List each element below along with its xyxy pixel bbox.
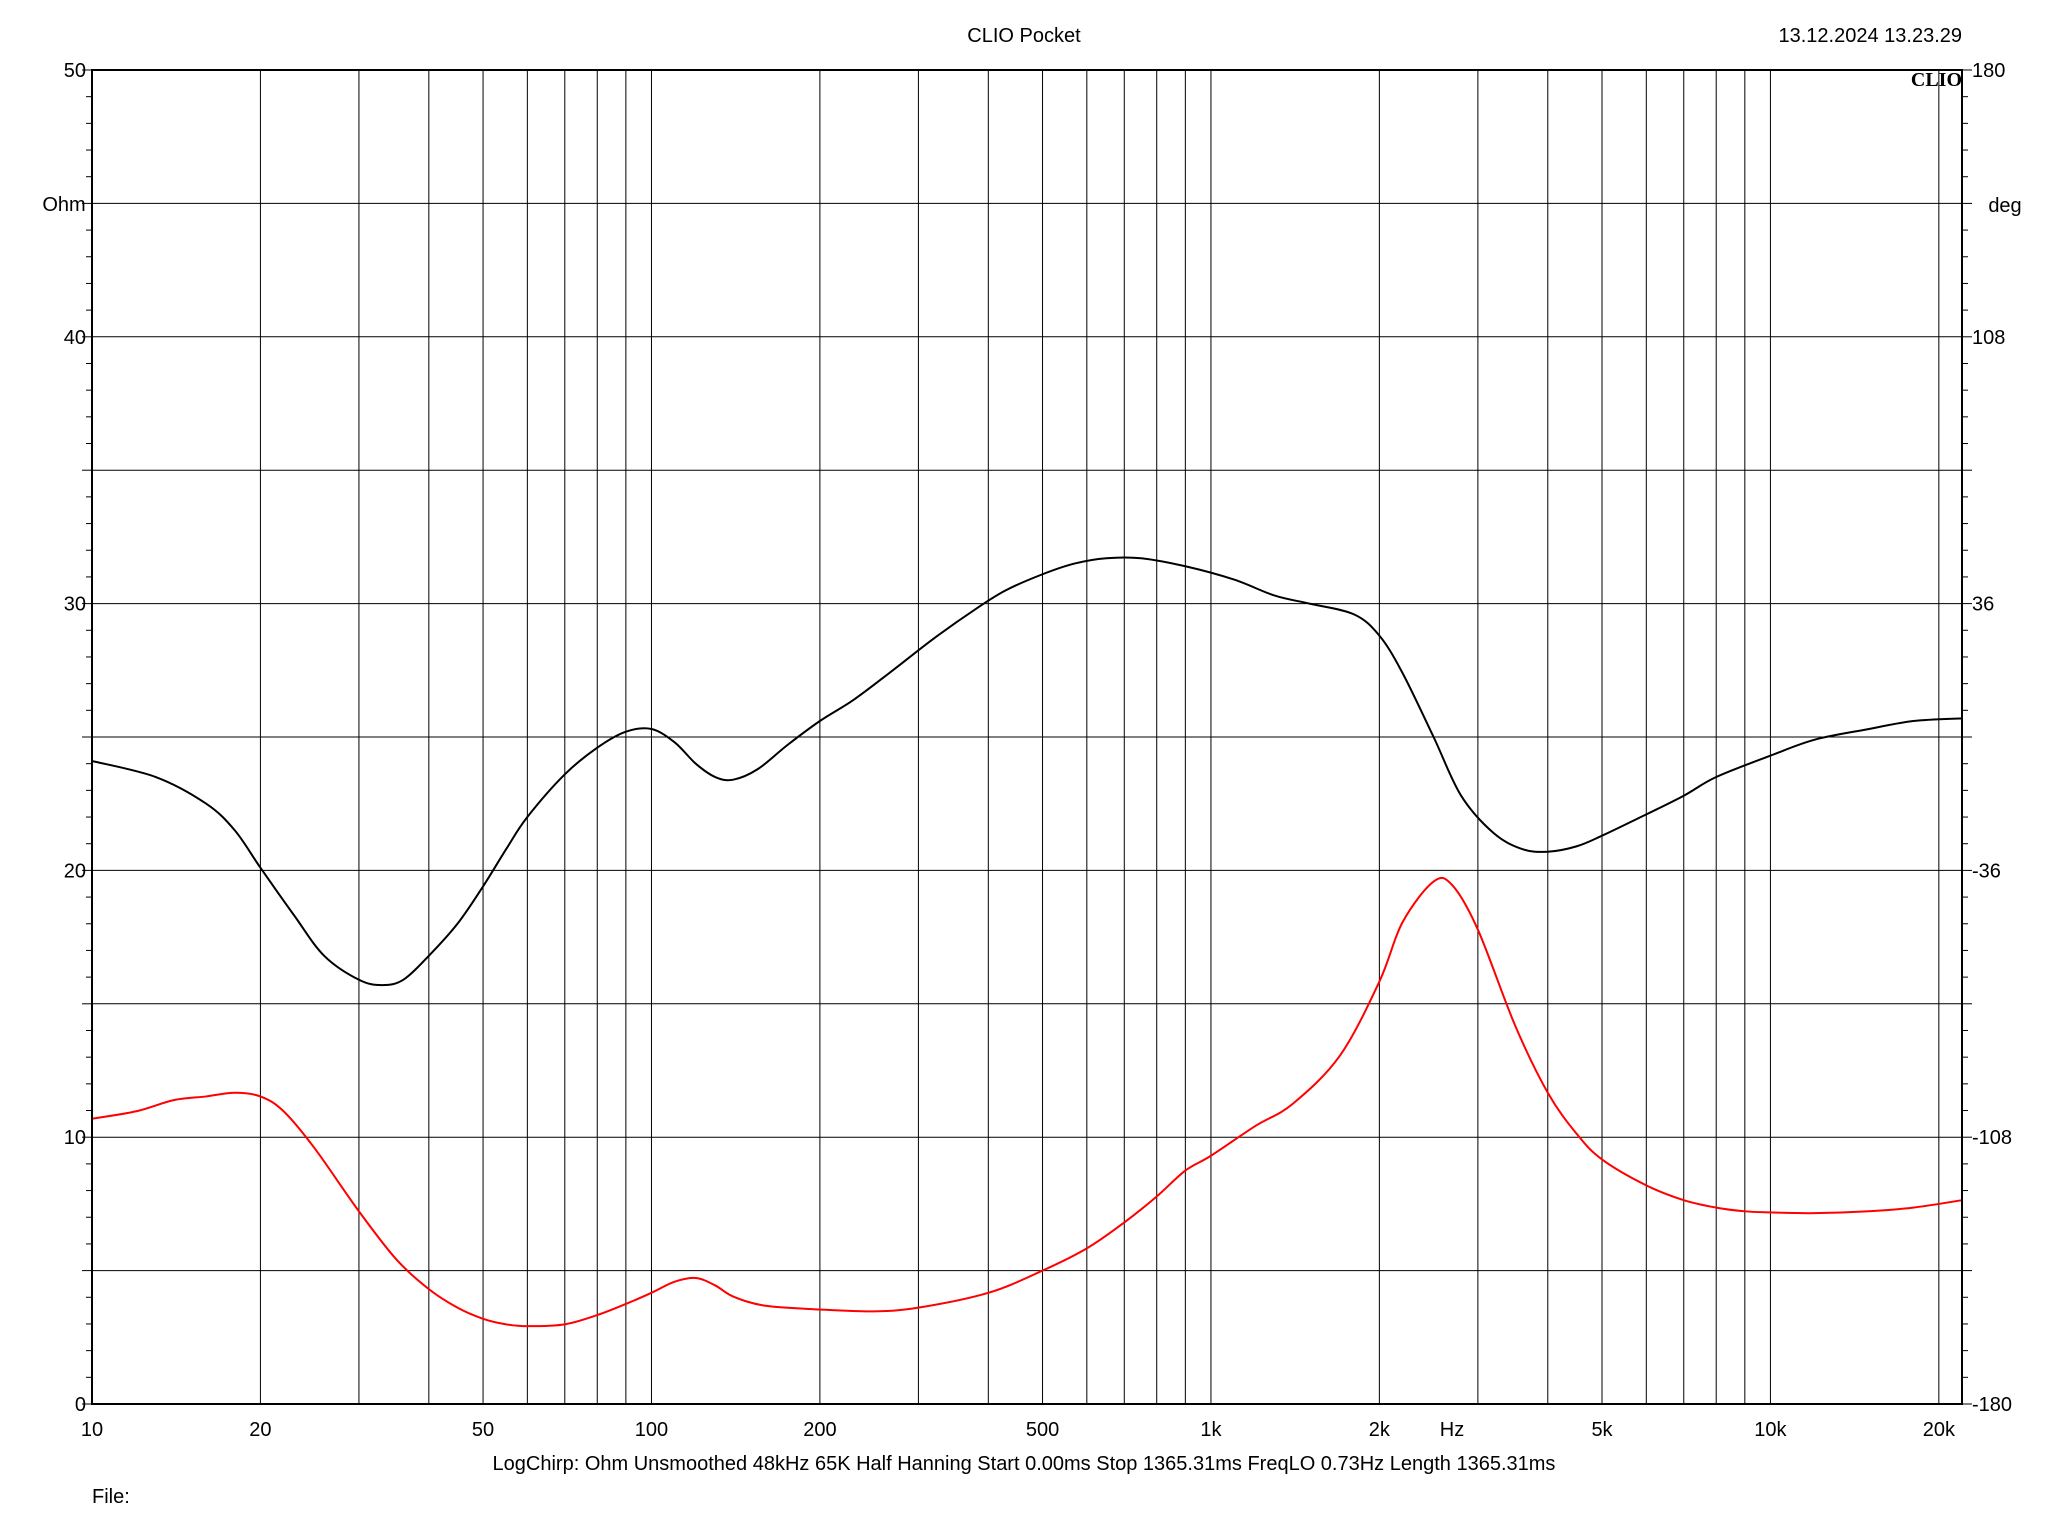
x-tick-label: 200 xyxy=(803,1419,836,1441)
settings-text: LogChirp: Ohm Unsmoothed 48kHz 65K Half … xyxy=(493,1453,1556,1475)
clio-logo: CLIO xyxy=(1911,69,1962,91)
left-tick-label: 30 xyxy=(64,594,86,616)
settings-item: FreqLO 0.73Hz xyxy=(1242,1453,1384,1475)
right-tick-label: -36 xyxy=(1972,860,2001,882)
x-tick-label: 20 xyxy=(249,1419,271,1441)
settings-item: Stop 1365.31ms xyxy=(1091,1453,1242,1475)
right-tick-label: 36 xyxy=(1972,594,1994,616)
settings-item: Ohm xyxy=(579,1453,628,1475)
left-axis-unit: Ohm xyxy=(42,194,85,216)
left-tick-label: 20 xyxy=(64,860,86,882)
series-group xyxy=(91,556,1963,1328)
file-label: File: xyxy=(92,1486,130,1508)
settings-item: Unsmoothed xyxy=(628,1453,747,1475)
x-tick-label: 500 xyxy=(1026,1419,1059,1441)
left-tick-label: 10 xyxy=(64,1127,86,1149)
x-tick-label: 2k xyxy=(1369,1419,1391,1441)
x-tick-label: 1k xyxy=(1200,1419,1222,1441)
settings-item: Half Hanning xyxy=(851,1453,972,1475)
left-tick-label: 50 xyxy=(64,60,86,82)
x-axis-unit: Hz xyxy=(1440,1419,1464,1441)
x-tick-label: 10 xyxy=(81,1419,103,1441)
settings-footer: LogChirp: Ohm Unsmoothed 48kHz 65K Half … xyxy=(493,1453,1556,1475)
plot-frame xyxy=(91,69,1963,1405)
settings-item: LogChirp: xyxy=(493,1453,580,1475)
grid xyxy=(92,70,1962,1404)
settings-item: Start 0.00ms xyxy=(972,1453,1091,1475)
settings-item: 65K xyxy=(809,1453,851,1475)
right-tick-label: -108 xyxy=(1972,1127,2012,1149)
impedance-curve xyxy=(91,556,1963,987)
phase-curve xyxy=(91,876,1963,1328)
x-tick-label: 10k xyxy=(1754,1419,1787,1441)
right-tick-label: 180 xyxy=(1972,60,2005,82)
settings-item: Length 1365.31ms xyxy=(1384,1453,1555,1475)
right-tick-label: 108 xyxy=(1972,327,2005,349)
settings-item: 48kHz xyxy=(747,1453,809,1475)
x-tick-label: 50 xyxy=(472,1419,494,1441)
x-tick-label: 20k xyxy=(1923,1419,1956,1441)
left-tick-label: 0 xyxy=(75,1394,86,1416)
x-tick-label: 5k xyxy=(1591,1419,1613,1441)
app-title: CLIO Pocket xyxy=(967,25,1081,47)
x-tick-label: 100 xyxy=(635,1419,668,1441)
left-tick-label: 40 xyxy=(64,327,86,349)
timestamp: 13.12.2024 13.23.29 xyxy=(1778,25,1962,47)
right-tick-label: -180 xyxy=(1972,1394,2012,1416)
right-axis-unit: deg xyxy=(1988,195,2021,217)
